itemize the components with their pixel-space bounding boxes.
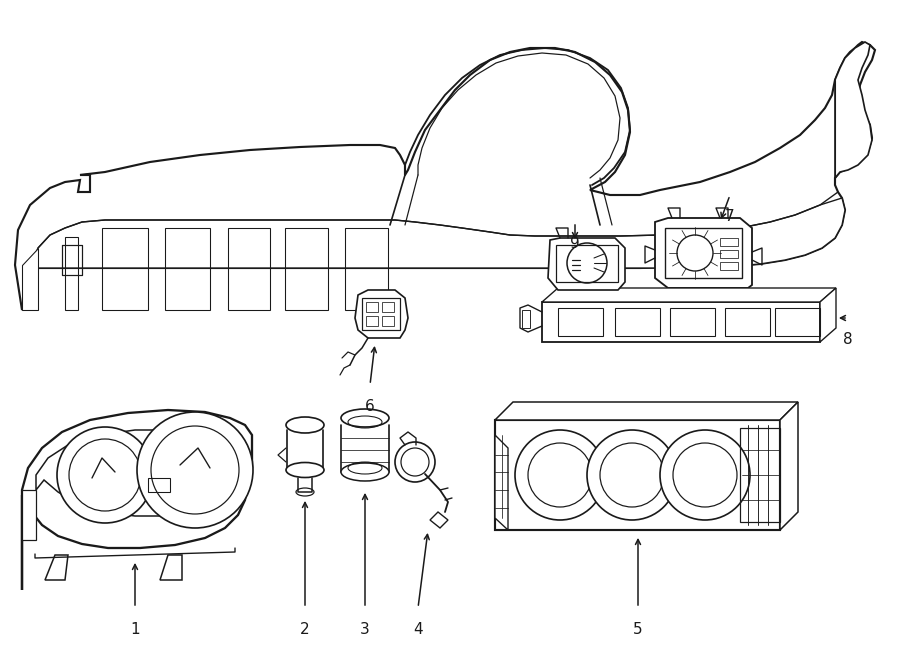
- Polygon shape: [495, 435, 508, 530]
- Ellipse shape: [341, 463, 389, 481]
- Polygon shape: [160, 555, 182, 580]
- Ellipse shape: [341, 409, 389, 427]
- Polygon shape: [548, 238, 625, 290]
- Text: 4: 4: [413, 622, 423, 637]
- Polygon shape: [495, 402, 798, 420]
- Polygon shape: [542, 288, 836, 302]
- Text: 3: 3: [360, 622, 370, 637]
- Polygon shape: [820, 288, 836, 342]
- Ellipse shape: [286, 417, 324, 433]
- Circle shape: [395, 442, 435, 482]
- Polygon shape: [45, 555, 68, 580]
- Polygon shape: [495, 420, 780, 530]
- Text: 9: 9: [570, 236, 580, 251]
- Text: 8: 8: [843, 332, 853, 347]
- Circle shape: [660, 430, 750, 520]
- Polygon shape: [15, 42, 875, 310]
- Text: 2: 2: [301, 622, 310, 637]
- Polygon shape: [655, 218, 752, 288]
- Polygon shape: [22, 410, 252, 590]
- Circle shape: [587, 430, 677, 520]
- Polygon shape: [22, 248, 38, 310]
- Circle shape: [57, 427, 153, 523]
- Text: 7: 7: [725, 209, 734, 224]
- Text: 6: 6: [365, 399, 375, 414]
- Polygon shape: [22, 198, 845, 310]
- Polygon shape: [22, 490, 36, 540]
- Ellipse shape: [286, 463, 324, 477]
- Circle shape: [137, 412, 253, 528]
- Text: 1: 1: [130, 622, 140, 637]
- Polygon shape: [355, 290, 408, 338]
- Polygon shape: [780, 402, 798, 530]
- Polygon shape: [36, 430, 238, 516]
- Polygon shape: [835, 42, 872, 178]
- Polygon shape: [542, 302, 820, 342]
- Text: 5: 5: [634, 622, 643, 637]
- Circle shape: [515, 430, 605, 520]
